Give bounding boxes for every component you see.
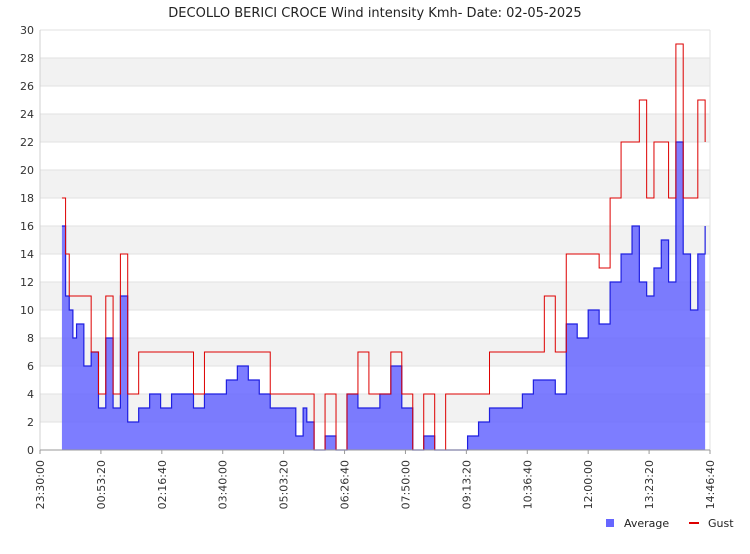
x-tick-label: 02:16:40 [156, 460, 169, 509]
x-tick-label: 07:50:00 [399, 460, 412, 509]
y-tick-label: 12 [20, 276, 34, 289]
x-tick-label: 14:46:40 [704, 460, 717, 509]
grid-band [40, 114, 710, 142]
x-tick-label: 10:36:40 [521, 460, 534, 509]
y-tick-label: 22 [20, 136, 34, 149]
y-tick-label: 28 [20, 52, 34, 65]
series-average-area [61, 142, 706, 450]
x-tick-label: 05:03:20 [278, 460, 291, 509]
y-tick-label: 24 [20, 108, 34, 121]
y-tick-label: 18 [20, 192, 34, 205]
legend-average-label: Average [624, 517, 669, 530]
legend-average-swatch [606, 519, 614, 527]
y-tick-label: 8 [27, 332, 34, 345]
y-tick-label: 10 [20, 304, 34, 317]
x-tick-label: 09:13:20 [460, 460, 473, 509]
y-tick-label: 0 [27, 444, 34, 457]
y-tick-label: 2 [27, 416, 34, 429]
x-tick-label: 00:53:20 [95, 460, 108, 509]
legend: Average Gust [606, 517, 734, 530]
x-tick-label: 12:00:00 [582, 460, 595, 509]
x-tick-label: 13:23:20 [643, 460, 656, 509]
x-tick-label: 23:30:00 [34, 460, 47, 509]
y-tick-label: 20 [20, 164, 34, 177]
x-axis: 23:30:00 00:53:20 02:16:40 03:40:00 05:03:20… [34, 449, 717, 509]
x-tick-label: 06:26:40 [339, 460, 352, 509]
grid-band [40, 170, 710, 198]
chart-title: DECOLLO BERICI CROCE Wind intensity Kmh-… [168, 6, 581, 21]
legend-gust-label: Gust [708, 517, 734, 530]
y-tick-label: 14 [20, 248, 34, 261]
y-tick-label: 26 [20, 80, 34, 93]
series-layer [61, 43, 706, 451]
grid-band [40, 282, 710, 310]
y-tick-label: 30 [20, 24, 34, 37]
grid-band [40, 226, 710, 254]
series-gust-line [61, 43, 706, 451]
y-tick-label: 4 [27, 388, 34, 401]
x-tick-label: 03:40:00 [217, 460, 230, 509]
grid-band [40, 58, 710, 86]
y-tick-label: 6 [27, 360, 34, 373]
y-tick-label: 16 [20, 220, 34, 233]
